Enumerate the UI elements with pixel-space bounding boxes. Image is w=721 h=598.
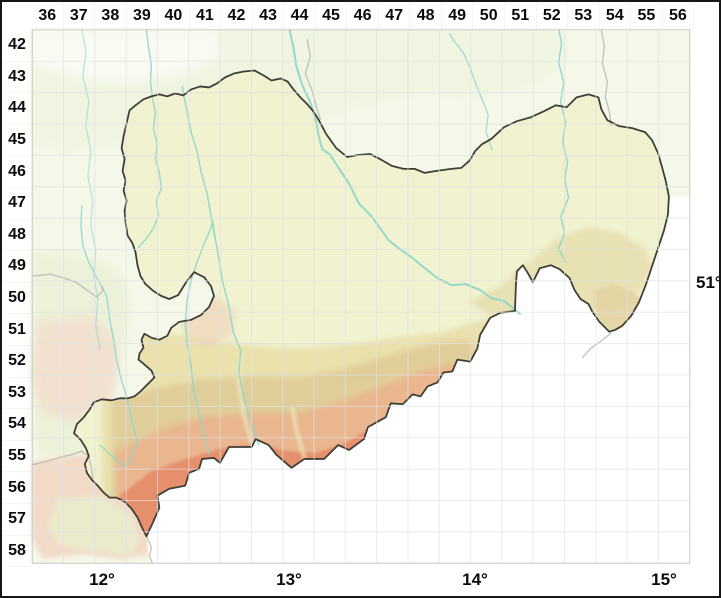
river-spree: [557, 29, 570, 263]
grid-column-label: 43: [253, 2, 285, 30]
grid-row-label: 51: [2, 314, 32, 346]
grid-row-label: 45: [2, 125, 32, 157]
grid-column-label: 56: [663, 2, 695, 30]
grid-row-label: 42: [2, 30, 32, 62]
boundary-thuringia-south: [31, 450, 94, 480]
valley-streak-2: [289, 406, 308, 464]
saxony-border: [73, 69, 670, 538]
longitude-label: 14°: [462, 570, 488, 589]
river-zwickauer-mulde: [184, 221, 216, 455]
valley-streak-1: [236, 355, 256, 450]
grid-column-label: 38: [95, 2, 127, 30]
boundary-thuringia-west: [31, 273, 104, 298]
grid-column-label: 53: [568, 2, 600, 30]
river-elbe: [288, 28, 521, 315]
boundary-anhalt-brandenburg: [304, 39, 321, 120]
grid-column-label: 42: [221, 2, 253, 30]
grid-column-label: 36: [32, 2, 64, 30]
grid-column-label: 45: [316, 2, 348, 30]
grid-column-label: 40: [158, 2, 190, 30]
outside-southwest-green: [47, 496, 140, 557]
grid-row-label: 49: [2, 251, 32, 283]
grid-row-label: 57: [2, 504, 32, 536]
grid-column-label: 39: [127, 2, 159, 30]
river-schwarze-elster: [448, 33, 493, 151]
grid-row-label: 48: [2, 220, 32, 252]
river-weisse-elster-leipzig: [137, 29, 163, 249]
grid-column-label: 54: [600, 2, 632, 30]
boundary-brandenburg-poland: [600, 29, 612, 126]
grid-row-label: 50: [2, 283, 32, 315]
outside-northwest-white: [32, 29, 226, 84]
river-weisse-elster-south: [80, 204, 139, 468]
grid-column-label: 41: [190, 2, 222, 30]
latitude-label: 51°: [696, 273, 721, 292]
grid-column-label: 47: [379, 2, 411, 30]
grid-column-label: 44: [284, 2, 316, 30]
map-frame: [31, 29, 691, 564]
boundary-bavaria-czech: [145, 535, 154, 564]
grid-row-label: 52: [2, 346, 32, 378]
longitude-label: 13°: [276, 570, 302, 589]
grid-row-label: 54: [2, 409, 32, 441]
outside-west-pink: [32, 315, 120, 422]
grid-column-label: 49: [442, 2, 474, 30]
longitude-label: 12°: [89, 570, 115, 589]
grid-column-label: 37: [64, 2, 96, 30]
grid-column-label: 50: [473, 2, 505, 30]
grid-column-label: 48: [410, 2, 442, 30]
grid-row-label: 55: [2, 441, 32, 473]
grid-row-label: 44: [2, 93, 32, 125]
grid-row-label: 46: [2, 156, 32, 188]
grid-column-label: 55: [631, 2, 663, 30]
grid-column-label: 51: [505, 2, 537, 30]
row-header-column: 42 43 44 45 46 47 48 49 50 51 52 53 54 55 56 57 58: [2, 30, 32, 568]
grid-row-label: 58: [2, 536, 32, 568]
grid-column-label: 46: [347, 2, 379, 30]
grid-column-label: 52: [537, 2, 569, 30]
grid-row-label: 47: [2, 188, 32, 220]
grid-row-label: 56: [2, 472, 32, 504]
longitude-label: 15°: [651, 570, 677, 589]
grid-row-label: 53: [2, 378, 32, 410]
river-mulde: [181, 85, 260, 446]
column-header-row: 36 37 38 39 40 41 42 43 44 45 46 47 48 49 50 51 52 53 54 55…: [32, 2, 695, 30]
grid-row-label: 43: [2, 62, 32, 94]
